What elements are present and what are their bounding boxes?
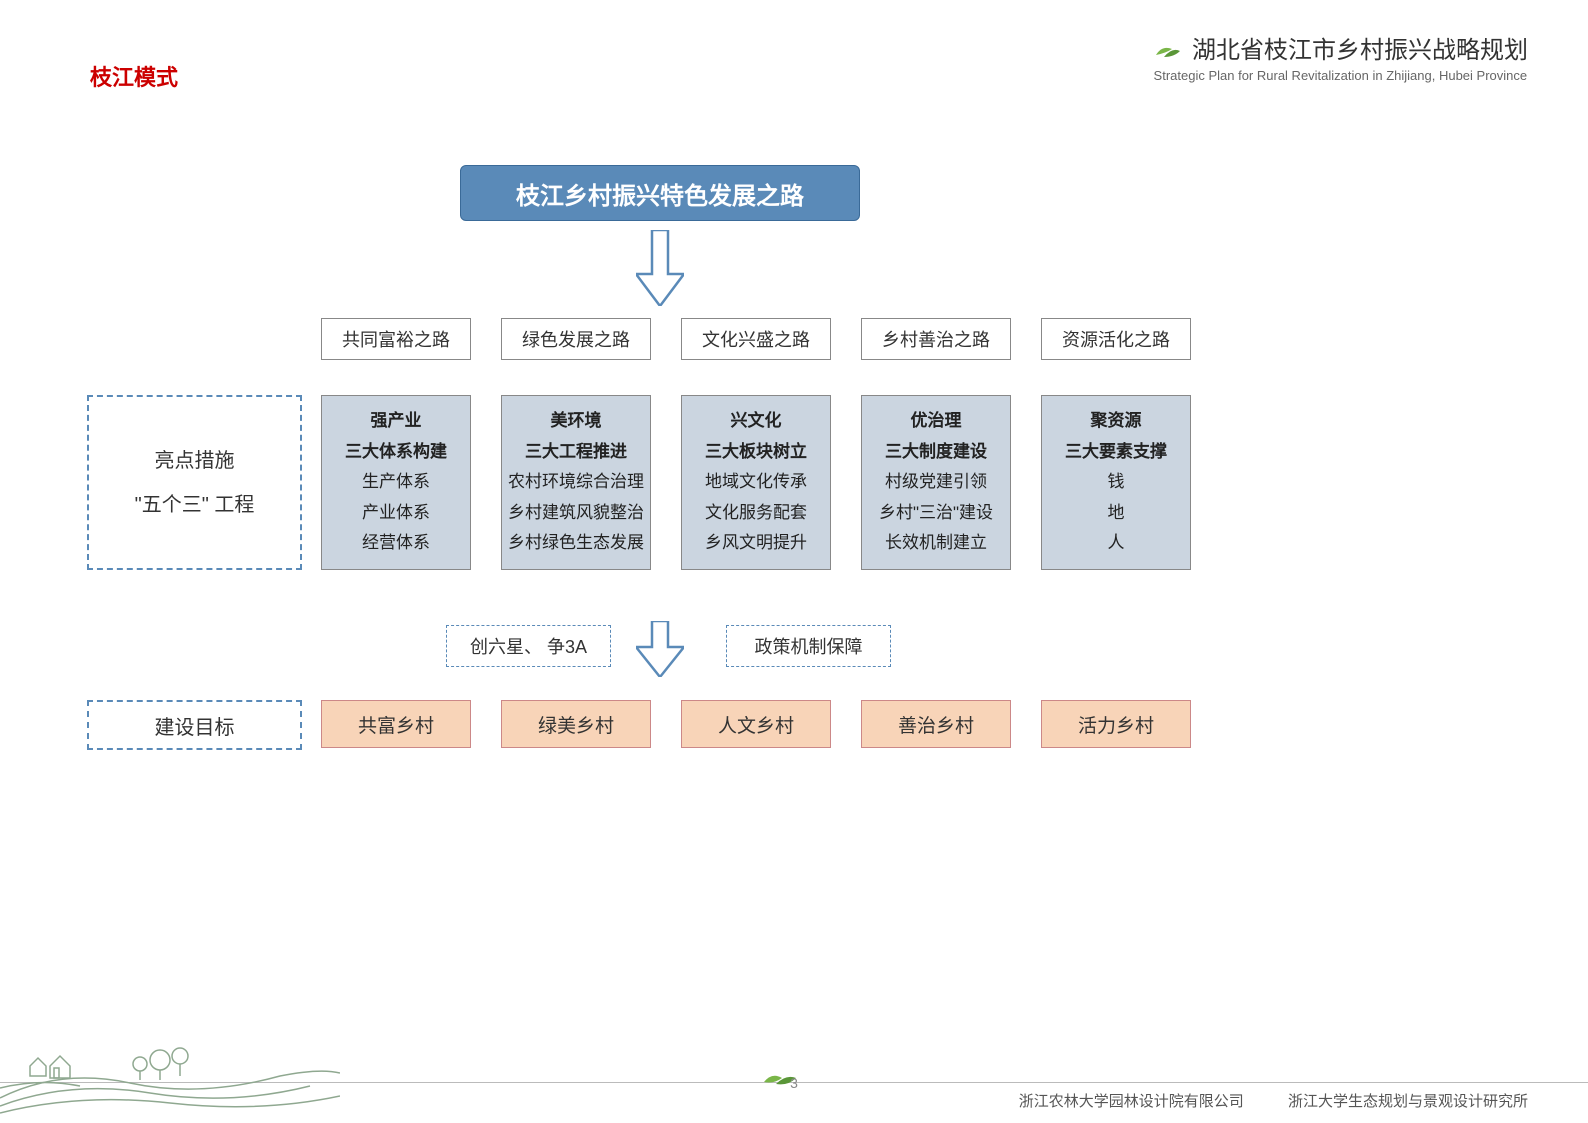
footer-credits: 浙江农林大学园林设计院有限公司 浙江大学生态规划与景观设计研究所 [979,1090,1528,1111]
goal-box: 活力乡村 [1041,700,1191,748]
paths-row: 共同富裕之路 绿色发展之路 文化兴盛之路 乡村善治之路 资源活化之路 [321,318,1191,360]
card-item: 钱 [1042,467,1190,498]
label-line: 亮点措施 [155,439,235,483]
card-item: 乡村"三治"建设 [862,498,1010,529]
card-subtitle: 三大要素支撑 [1042,437,1190,468]
card-subtitle: 三大板块树立 [682,437,830,468]
mid-box: 创六星、 争3A [446,625,611,667]
card: 聚资源 三大要素支撑 钱 地 人 [1041,395,1191,570]
label-line: "五个三" 工程 [135,483,255,527]
card-title: 美环境 [502,406,650,437]
goal-box: 善治乡村 [861,700,1011,748]
page-number: 3 [790,1075,798,1091]
card-item: 长效机制建立 [862,528,1010,559]
card-item: 产业体系 [322,498,470,529]
arrow-down-icon [636,230,684,311]
card-title: 兴文化 [682,406,830,437]
goals-row: 共富乡村 绿美乡村 人文乡村 善治乡村 活力乡村 [321,700,1191,748]
goal-box: 绿美乡村 [501,700,651,748]
header-title-cn: 湖北省枝江市乡村振兴战略规划 [1192,37,1528,64]
left-label-measures: 亮点措施 "五个三" 工程 [87,395,302,570]
arrow-down-icon [636,621,684,682]
goal-box: 共富乡村 [321,700,471,748]
card-item: 乡村建筑风貌整治 [502,498,650,529]
card-item: 经营体系 [322,528,470,559]
left-label-goals: 建设目标 [87,700,302,750]
cards-row: 强产业 三大体系构建 生产体系 产业体系 经营体系 美环境 三大工程推进 农村环… [321,395,1191,570]
card-item: 生产体系 [322,467,470,498]
path-box: 文化兴盛之路 [681,318,831,360]
footer-illustration [0,998,340,1123]
card-subtitle: 三大制度建设 [862,437,1010,468]
card-item: 人 [1042,528,1190,559]
mid-row: 创六星、 争3A 政策机制保障 [321,625,1191,667]
header-title-en: Strategic Plan for Rural Revitalization … [1154,68,1528,83]
card-item: 村级党建引领 [862,467,1010,498]
card: 优治理 三大制度建设 村级党建引领 乡村"三治"建设 长效机制建立 [861,395,1011,570]
goal-box: 人文乡村 [681,700,831,748]
card-item: 乡村绿色生态发展 [502,528,650,559]
card: 兴文化 三大板块树立 地域文化传承 文化服务配套 乡风文明提升 [681,395,831,570]
footer-credit: 浙江大学生态规划与景观设计研究所 [1288,1093,1528,1110]
mid-box: 政策机制保障 [726,625,891,667]
card-subtitle: 三大工程推进 [502,437,650,468]
path-box: 绿色发展之路 [501,318,651,360]
card-title: 优治理 [862,406,1010,437]
card-item: 地 [1042,498,1190,529]
card-item: 文化服务配套 [682,498,830,529]
main-title: 枝江乡村振兴特色发展之路 [460,165,860,221]
path-box: 资源活化之路 [1041,318,1191,360]
card-item: 乡风文明提升 [682,528,830,559]
card: 美环境 三大工程推进 农村环境综合治理 乡村建筑风貌整治 乡村绿色生态发展 [501,395,651,570]
card-title: 聚资源 [1042,406,1190,437]
card-title: 强产业 [322,406,470,437]
header: 湖北省枝江市乡村振兴战略规划 Strategic Plan for Rural … [1154,30,1528,83]
card-item: 农村环境综合治理 [502,467,650,498]
path-box: 共同富裕之路 [321,318,471,360]
footer-credit: 浙江农林大学园林设计院有限公司 [1019,1093,1244,1110]
path-box: 乡村善治之路 [861,318,1011,360]
leaf-icon [1154,41,1182,66]
card-item: 地域文化传承 [682,467,830,498]
page-label: 枝江模式 [90,60,178,92]
card: 强产业 三大体系构建 生产体系 产业体系 经营体系 [321,395,471,570]
card-subtitle: 三大体系构建 [322,437,470,468]
